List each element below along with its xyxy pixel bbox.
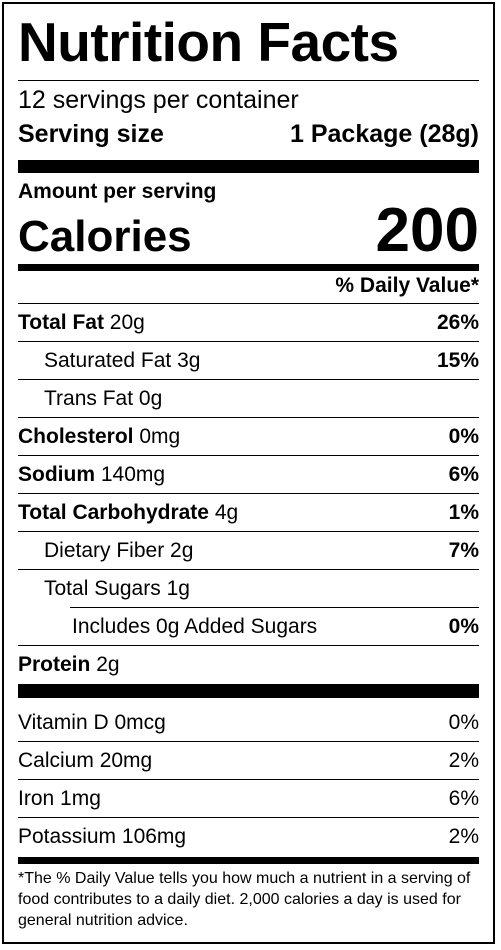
- nutrient-dv: 26%: [436, 310, 479, 334]
- daily-value-header: % Daily Value*: [335, 274, 479, 297]
- nutrient-text: Calcium 20mg: [18, 749, 152, 773]
- nutrient-amount: 106mg: [121, 824, 187, 848]
- nutrient-row-trans-fat: Trans Fat 0g: [18, 380, 479, 417]
- divider: [18, 645, 479, 646]
- nutrient-name: Total Carbohydrate: [18, 500, 209, 524]
- calories-value: 200: [375, 196, 479, 265]
- medium-divider: [18, 264, 479, 271]
- thick-divider: [18, 684, 479, 698]
- footnote: *The % Daily Value tells you how much a …: [18, 870, 471, 929]
- calories-row: Calories 200: [18, 200, 479, 268]
- thick-divider: [18, 160, 479, 173]
- nutrient-amount: 1g: [166, 576, 190, 600]
- nutrient-dv: 0%: [448, 710, 479, 734]
- servings-per-container: 12 servings per container: [18, 86, 299, 114]
- nutrient-text: Saturated Fat 3g: [44, 349, 200, 373]
- medium-divider: [18, 857, 479, 864]
- nutrient-text: Sodium 140mg: [18, 463, 165, 487]
- divider: [18, 455, 479, 456]
- nutrient-dv: 2%: [448, 824, 479, 848]
- nutrient-amount: 2g: [96, 652, 120, 676]
- nutrient-name: Total Sugars: [44, 576, 161, 600]
- label-title: Nutrition Facts: [18, 11, 399, 73]
- divider: [18, 303, 479, 304]
- divider: [70, 607, 479, 608]
- nutrient-amount: 2g: [170, 538, 194, 562]
- nutrient-amount: 20g: [109, 310, 145, 334]
- nutrient-text: Total Carbohydrate 4g: [18, 501, 238, 525]
- nutrient-amount: 20mg: [99, 748, 153, 772]
- nutrient-dv: 6%: [448, 786, 479, 810]
- divider: [18, 417, 479, 418]
- divider: [18, 779, 479, 780]
- nutrient-text: Cholesterol 0mg: [18, 425, 180, 449]
- nutrient-amount: 0g: [138, 386, 163, 410]
- nutrient-amount: 3g: [177, 348, 201, 372]
- nutrient-name: Potassium: [18, 824, 117, 848]
- nutrient-row-total-fat: Total Fat 20g 26%: [18, 304, 479, 341]
- serving-size-value: 1 Package (28g): [290, 120, 479, 148]
- nutrition-facts-label: Nutrition Facts 12 servings per containe…: [2, 2, 495, 944]
- vitamin-row-vitamin-d: Vitamin D 0mcg 0%: [18, 704, 479, 741]
- divider: [18, 741, 479, 742]
- nutrient-row-total-sugars: Total Sugars 1g: [18, 570, 479, 607]
- nutrient-name: Protein: [18, 652, 91, 676]
- nutrient-amount: 4g: [214, 500, 239, 524]
- divider: [18, 817, 479, 818]
- nutrient-name: Sodium: [18, 462, 95, 486]
- nutrient-text: Potassium 106mg: [18, 825, 186, 849]
- nutrient-name: Dietary Fiber: [44, 538, 165, 562]
- nutrient-amount: 0mcg: [114, 710, 166, 734]
- nutrient-dv: 15%: [436, 348, 479, 372]
- calories-label: Calories: [18, 212, 192, 261]
- divider: [18, 379, 479, 380]
- nutrient-name: Includes 0g Added Sugars: [72, 614, 318, 638]
- nutrient-text: Protein 2g: [18, 653, 120, 677]
- nutrient-dv: 2%: [448, 748, 479, 772]
- serving-size-row: Serving size 1 Package (28g): [18, 118, 479, 150]
- divider: [18, 80, 479, 81]
- nutrient-text: Trans Fat 0g: [44, 387, 162, 411]
- nutrient-row-dietary-fiber: Dietary Fiber 2g 7%: [18, 532, 479, 569]
- nutrient-name: Saturated Fat: [44, 348, 172, 372]
- label-inner: Nutrition Facts 12 servings per containe…: [18, 4, 479, 942]
- nutrient-row-cholesterol: Cholesterol 0mg 0%: [18, 418, 479, 455]
- vitamin-row-iron: Iron 1mg 6%: [18, 780, 479, 817]
- nutrient-name: Vitamin D: [18, 710, 109, 734]
- nutrient-name: Total Fat: [18, 310, 104, 334]
- nutrient-row-sodium: Sodium 140mg 6%: [18, 456, 479, 493]
- amount-per-serving: Amount per serving: [18, 180, 217, 203]
- nutrient-row-saturated-fat: Saturated Fat 3g 15%: [18, 342, 479, 379]
- nutrient-row-protein: Protein 2g: [18, 646, 479, 683]
- nutrient-amount: 140mg: [100, 462, 166, 486]
- nutrient-row-added-sugars: Includes 0g Added Sugars 0%: [18, 608, 479, 645]
- vitamin-row-calcium: Calcium 20mg 2%: [18, 742, 479, 779]
- nutrient-amount: 0mg: [139, 424, 181, 448]
- nutrient-text: Dietary Fiber 2g: [44, 539, 193, 563]
- vitamin-row-potassium: Potassium 106mg 2%: [18, 818, 479, 855]
- nutrient-dv: 6%: [448, 462, 479, 486]
- divider: [18, 531, 479, 532]
- nutrient-row-total-carbohydrate: Total Carbohydrate 4g 1%: [18, 494, 479, 531]
- nutrient-dv: 0%: [448, 424, 479, 448]
- nutrient-dv: 7%: [448, 538, 479, 562]
- nutrient-text: Includes 0g Added Sugars: [72, 615, 317, 639]
- nutrient-name: Trans Fat: [44, 386, 134, 410]
- nutrient-dv: 0%: [448, 614, 479, 638]
- divider: [18, 341, 479, 342]
- nutrient-name: Calcium: [18, 748, 94, 772]
- divider: [18, 569, 479, 570]
- nutrient-dv: 1%: [448, 500, 479, 524]
- nutrient-name: Cholesterol: [18, 424, 134, 448]
- nutrient-text: Total Fat 20g: [18, 311, 145, 335]
- nutrient-text: Vitamin D 0mcg: [18, 711, 166, 735]
- nutrient-amount: 1mg: [60, 786, 101, 810]
- divider: [18, 493, 479, 494]
- nutrient-name: Iron: [18, 786, 55, 810]
- serving-size-label: Serving size: [18, 120, 164, 148]
- nutrient-text: Total Sugars 1g: [44, 577, 190, 601]
- nutrient-text: Iron 1mg: [18, 787, 101, 811]
